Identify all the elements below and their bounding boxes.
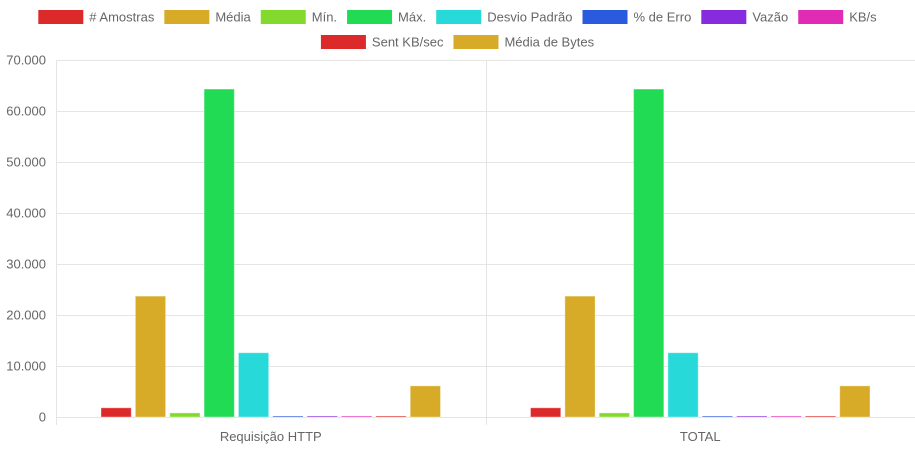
legend-label: Média de Bytes — [504, 35, 594, 50]
legend-swatch — [260, 10, 306, 24]
bar[interactable] — [701, 415, 734, 418]
legend-label: # Amostras — [89, 10, 155, 25]
legend-label: Máx. — [398, 10, 426, 25]
legend-label: Vazão — [752, 10, 788, 25]
legend-item[interactable]: Média — [164, 10, 252, 25]
bar[interactable] — [564, 295, 596, 418]
bar[interactable] — [237, 352, 270, 418]
x-tick-label: Requisição HTTP — [220, 429, 322, 444]
bar[interactable] — [272, 415, 304, 418]
legend-item[interactable]: Desvio Padrão — [436, 10, 573, 25]
legend-swatch — [701, 10, 747, 24]
bar[interactable] — [203, 88, 235, 418]
y-tick-label: 20.000 — [6, 308, 46, 323]
y-axis: 0 10.000 20.000 30.000 40.000 50.000 60.000 70.… — [6, 53, 46, 425]
legend-item[interactable]: KB/s — [798, 10, 877, 25]
legend-label: KB/s — [849, 10, 877, 25]
bar[interactable] — [598, 412, 630, 418]
x-axis: Requisição HTTP TOTAL — [220, 429, 721, 444]
bar[interactable] — [633, 88, 665, 418]
legend-label: % de Erro — [634, 10, 692, 25]
legend-swatch — [347, 10, 393, 24]
legend-item[interactable]: Sent KB/sec — [320, 35, 444, 50]
y-tick-label: 30.000 — [6, 257, 46, 272]
bar[interactable] — [667, 352, 699, 418]
bar[interactable] — [770, 415, 802, 418]
legend-swatch — [320, 35, 366, 49]
legend-label: Desvio Padrão — [487, 10, 572, 25]
bar[interactable] — [804, 415, 837, 418]
legend-swatch — [798, 10, 844, 24]
legend-swatch — [582, 10, 628, 24]
bar-series-group — [100, 88, 871, 418]
legend-item[interactable]: # Amostras — [38, 10, 155, 25]
bar[interactable] — [736, 415, 768, 418]
legend-swatch — [38, 10, 84, 24]
y-tick-label: 60.000 — [6, 104, 46, 119]
y-tick-label: 10.000 — [6, 359, 46, 374]
legend-swatch — [436, 10, 482, 24]
bar[interactable] — [375, 415, 407, 418]
bar[interactable] — [134, 295, 167, 418]
chart-legend: # Amostras Média Mín. Máx. Desvio Padrão % de… — [38, 10, 877, 50]
legend-label: Mín. — [312, 10, 337, 25]
y-tick-label: 40.000 — [6, 206, 46, 221]
legend-item[interactable]: Máx. — [347, 10, 426, 25]
y-tick-label: 0 — [39, 410, 46, 425]
bar[interactable] — [839, 385, 871, 418]
legend-label: Média — [215, 10, 251, 25]
legend-swatch — [453, 35, 499, 49]
chart-grid — [56, 60, 915, 425]
bar[interactable] — [306, 415, 338, 418]
bar[interactable] — [530, 407, 562, 418]
legend-item[interactable]: Média de Bytes — [453, 35, 595, 50]
legend-item[interactable]: Vazão — [701, 10, 788, 25]
bar[interactable] — [169, 412, 201, 418]
bar[interactable] — [100, 407, 132, 418]
bar[interactable] — [409, 385, 441, 418]
bar[interactable] — [341, 415, 373, 418]
legend-label: Sent KB/sec — [372, 35, 444, 50]
legend-item[interactable]: Mín. — [260, 10, 337, 25]
x-tick-label: TOTAL — [680, 429, 721, 444]
y-tick-label: 70.000 — [6, 53, 46, 68]
legend-swatch — [164, 10, 210, 24]
y-tick-label: 50.000 — [6, 155, 46, 170]
legend-item[interactable]: % de Erro — [582, 10, 692, 25]
